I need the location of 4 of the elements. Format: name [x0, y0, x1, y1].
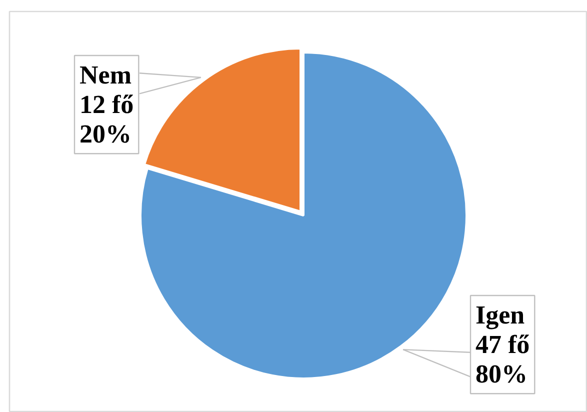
data-label: 12 fő 20%: [80, 90, 134, 149]
data-label: 47 fő 80%: [476, 330, 530, 389]
slice-label: Igen: [476, 300, 526, 330]
slice-label: Nem: [80, 60, 132, 90]
